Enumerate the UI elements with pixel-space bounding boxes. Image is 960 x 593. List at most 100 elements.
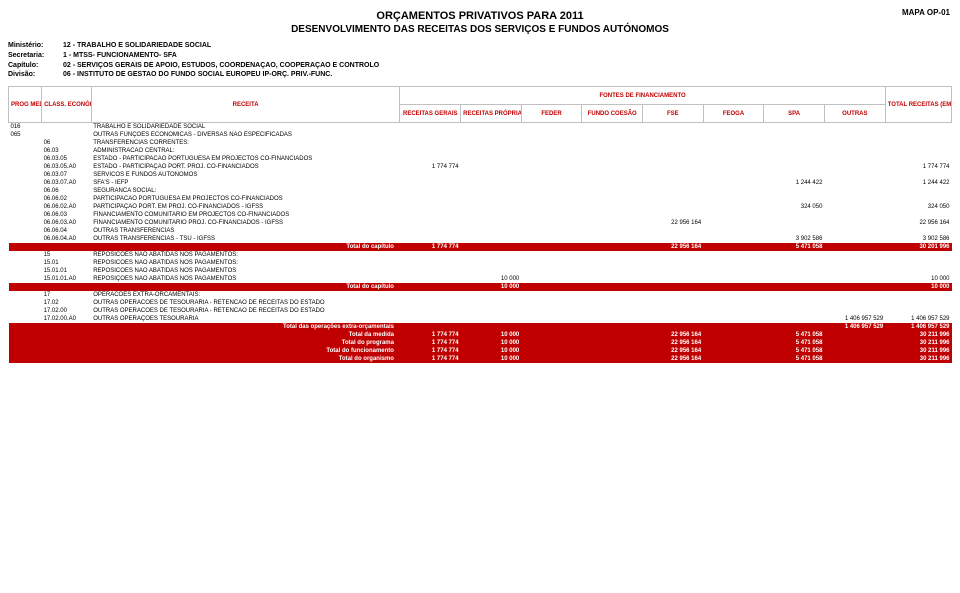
cell-value: 1 244 422 [885, 179, 951, 187]
cell-value [764, 307, 825, 315]
cell-value [461, 235, 522, 243]
cell-value [582, 187, 643, 195]
cell-value [885, 171, 951, 179]
cell-code [42, 283, 92, 291]
table-row: 06.03.05.A0ESTADO - PARTICIPAÇAO PORT. P… [9, 163, 952, 171]
cell-desc: OUTRAS FUNÇÕES ECONÓMICAS - DIVERSAS NÃO… [91, 131, 400, 139]
page-title-1: ORÇAMENTOS PRIVATIVOS PARA 2011 [8, 10, 952, 22]
cell-prog [9, 355, 42, 363]
cell-value [521, 147, 582, 155]
cell-value [764, 195, 825, 203]
cell-value: 324 050 [885, 203, 951, 211]
table-row: 06.06.04.A0OUTRAS TRANSFERENCIAS - TSU -… [9, 235, 952, 243]
col-prog-med: PROG MED [9, 87, 42, 123]
cell-code: 06.03.07.A0 [42, 179, 92, 187]
cell-desc: TRANSFERENCIAS CORRENTES: [91, 139, 400, 147]
cell-desc: FINANCIAMENTO COMUNITARIO PROJ. CO-FINAN… [91, 219, 400, 227]
table-row: 06.03ADMINISTRACAO CENTRAL: [9, 147, 952, 155]
cell-value [885, 227, 951, 235]
table-row: 06.06.02.A0PARTICIPAÇAO PORT. EM PROJ. C… [9, 203, 952, 211]
cell-desc: Total das operações extra-orçamentais [91, 323, 400, 331]
cell-value [885, 291, 951, 299]
cell-value [400, 275, 461, 283]
cell-value [400, 323, 461, 331]
cell-value: 1 774 774 [400, 355, 461, 363]
cell-value [764, 299, 825, 307]
cell-desc: Total do capítulo [91, 243, 400, 251]
cell-value [824, 259, 885, 267]
cell-value [461, 195, 522, 203]
cell-prog [9, 275, 42, 283]
cell-value [521, 171, 582, 179]
cell-value [643, 307, 704, 315]
cell-value: 5 471 058 [764, 339, 825, 347]
meta-value: 02 - SERVIÇOS GERAIS DE APOIO, ESTUDOS, … [63, 61, 379, 71]
cell-value [885, 123, 951, 132]
cell-value [400, 187, 461, 195]
cell-value [643, 259, 704, 267]
cell-value [521, 339, 582, 347]
cell-value [521, 259, 582, 267]
cell-code: 06.03.07 [42, 171, 92, 179]
meta-block: Ministério:12 - TRABALHO E SOLIDARIEDADE… [8, 41, 952, 80]
cell-code: 06.06 [42, 187, 92, 195]
cell-prog [9, 331, 42, 339]
cell-desc: OUTRAS TRANSFERENCIAS [91, 227, 400, 235]
cell-code [42, 355, 92, 363]
cell-value [400, 211, 461, 219]
cell-value [461, 315, 522, 323]
cell-value [824, 179, 885, 187]
cell-value [703, 123, 764, 132]
cell-desc: REPOSIÇOES NAO ABATIDAS NOS PAGAMENTOS [91, 275, 400, 283]
cell-code [42, 323, 92, 331]
cell-value [582, 155, 643, 163]
cell-value [461, 179, 522, 187]
cell-code [42, 339, 92, 347]
cell-value: 5 471 058 [764, 347, 825, 355]
table-row: 06.03.05ESTADO - PARTICIPACAO PORTUGUESA… [9, 155, 952, 163]
cell-value [824, 243, 885, 251]
cell-value [703, 251, 764, 259]
cell-prog [9, 179, 42, 187]
cell-value [582, 291, 643, 299]
cell-value [461, 187, 522, 195]
cell-code: 06.06.04.A0 [42, 235, 92, 243]
cell-desc: ESTADO - PARTICIPAÇAO PORT. PROJ. CO-FIN… [91, 163, 400, 171]
table-row: 15.01REPOSICOES NAO ABATIDAS NOS PAGAMEN… [9, 259, 952, 267]
cell-value [764, 131, 825, 139]
cell-prog [9, 291, 42, 299]
cell-code: 17.02.00.A0 [42, 315, 92, 323]
cell-code [42, 123, 92, 132]
cell-code: 06.06.03 [42, 211, 92, 219]
table-header: PROG MED CLASS. ECONÓMICA RECEITA FONTES… [9, 87, 952, 123]
cell-code: 17.02 [42, 299, 92, 307]
cell-value [824, 355, 885, 363]
cell-value [400, 235, 461, 243]
cell-value [582, 131, 643, 139]
cell-value [764, 283, 825, 291]
cell-value [461, 171, 522, 179]
cell-value [703, 267, 764, 275]
cell-value [885, 195, 951, 203]
cell-value [461, 227, 522, 235]
cell-prog [9, 299, 42, 307]
cell-prog [9, 211, 42, 219]
cell-value [582, 163, 643, 171]
cell-desc: OUTRAS OPERACOES DE TESOURARIA - RETENCA… [91, 307, 400, 315]
cell-value [885, 307, 951, 315]
cell-value [521, 123, 582, 132]
table-row: 15REPOSICOES NAO ABATIDAS NOS PAGAMENTOS… [9, 251, 952, 259]
cell-value [824, 347, 885, 355]
cell-code: 06.06.02 [42, 195, 92, 203]
cell-value [582, 139, 643, 147]
cell-desc: TRABALHO E SOLIDARIEDADE SOCIAL [91, 123, 400, 132]
cell-value [643, 267, 704, 275]
cell-value [764, 251, 825, 259]
cell-value: 22 956 164 [885, 219, 951, 227]
cell-value: 1 406 957 529 [885, 315, 951, 323]
cell-value [643, 123, 704, 132]
cell-value [521, 291, 582, 299]
cell-value [643, 211, 704, 219]
cell-value [582, 347, 643, 355]
cell-value [703, 203, 764, 211]
